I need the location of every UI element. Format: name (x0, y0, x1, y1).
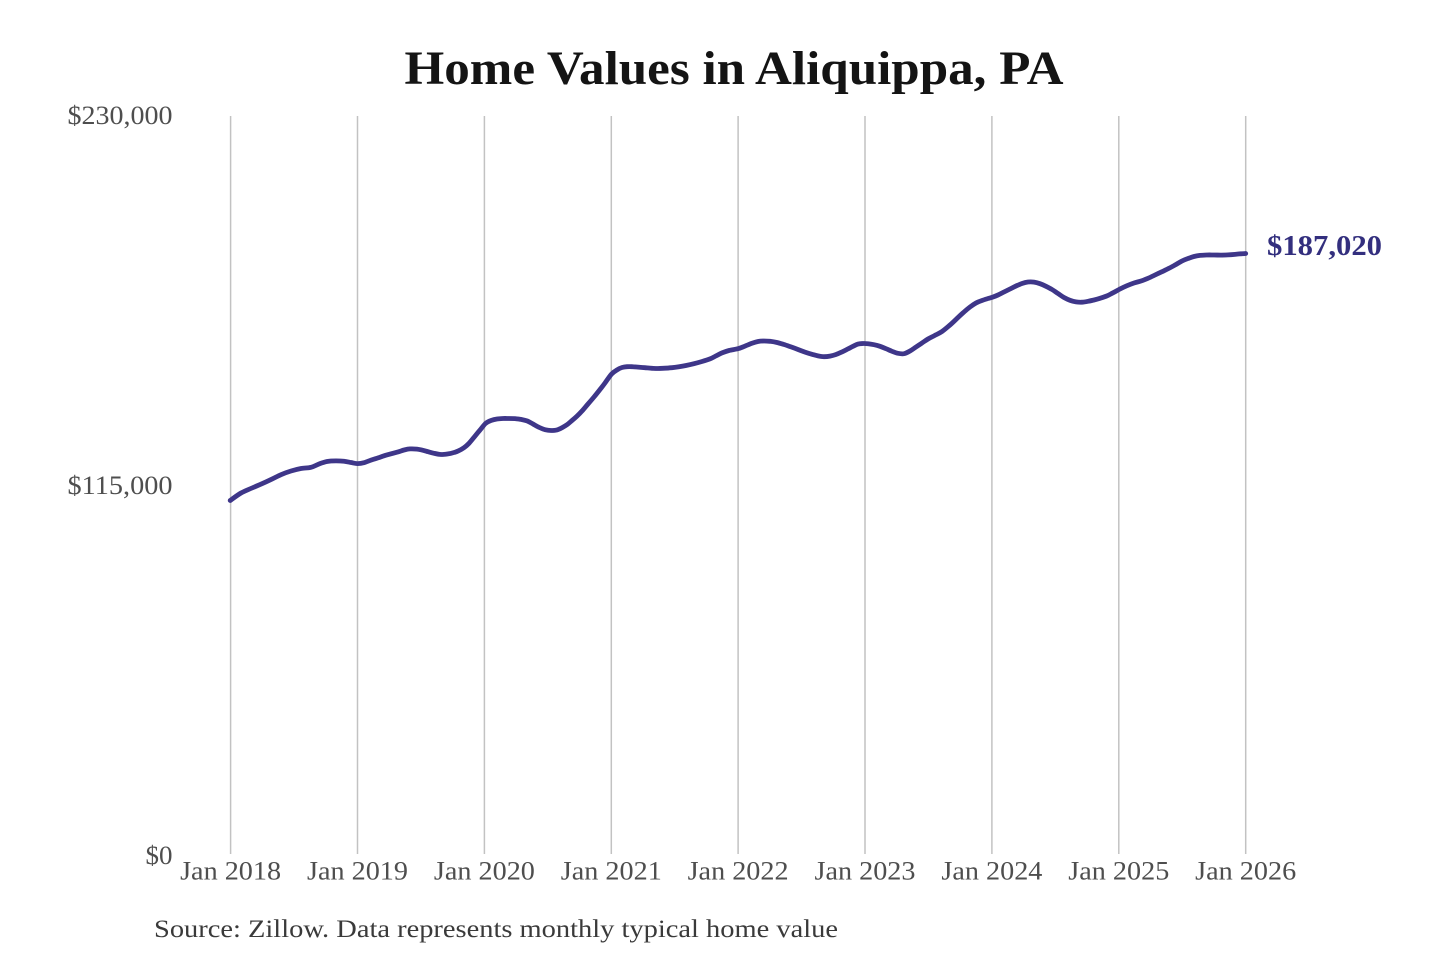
svg-text:Jan 2022: Jan 2022 (688, 857, 789, 886)
svg-text:Source: Zillow. Data represent: Source: Zillow. Data represents monthly … (154, 916, 838, 943)
svg-text:Home Values in Aliquippa, PA: Home Values in Aliquippa, PA (405, 42, 1064, 95)
svg-text:Jan 2020: Jan 2020 (434, 857, 535, 886)
svg-text:Jan 2024: Jan 2024 (941, 857, 1042, 886)
svg-text:$115,000: $115,000 (68, 471, 173, 500)
svg-text:Jan 2018: Jan 2018 (180, 857, 281, 886)
svg-text:$187,020: $187,020 (1267, 230, 1382, 262)
svg-text:$230,000: $230,000 (68, 101, 173, 130)
svg-text:Jan 2021: Jan 2021 (561, 857, 662, 886)
svg-text:$0: $0 (146, 841, 173, 870)
svg-text:Jan 2023: Jan 2023 (815, 857, 916, 886)
svg-text:Jan 2019: Jan 2019 (307, 857, 408, 886)
svg-text:Jan 2026: Jan 2026 (1195, 857, 1296, 886)
svg-text:Jan 2025: Jan 2025 (1068, 857, 1169, 886)
